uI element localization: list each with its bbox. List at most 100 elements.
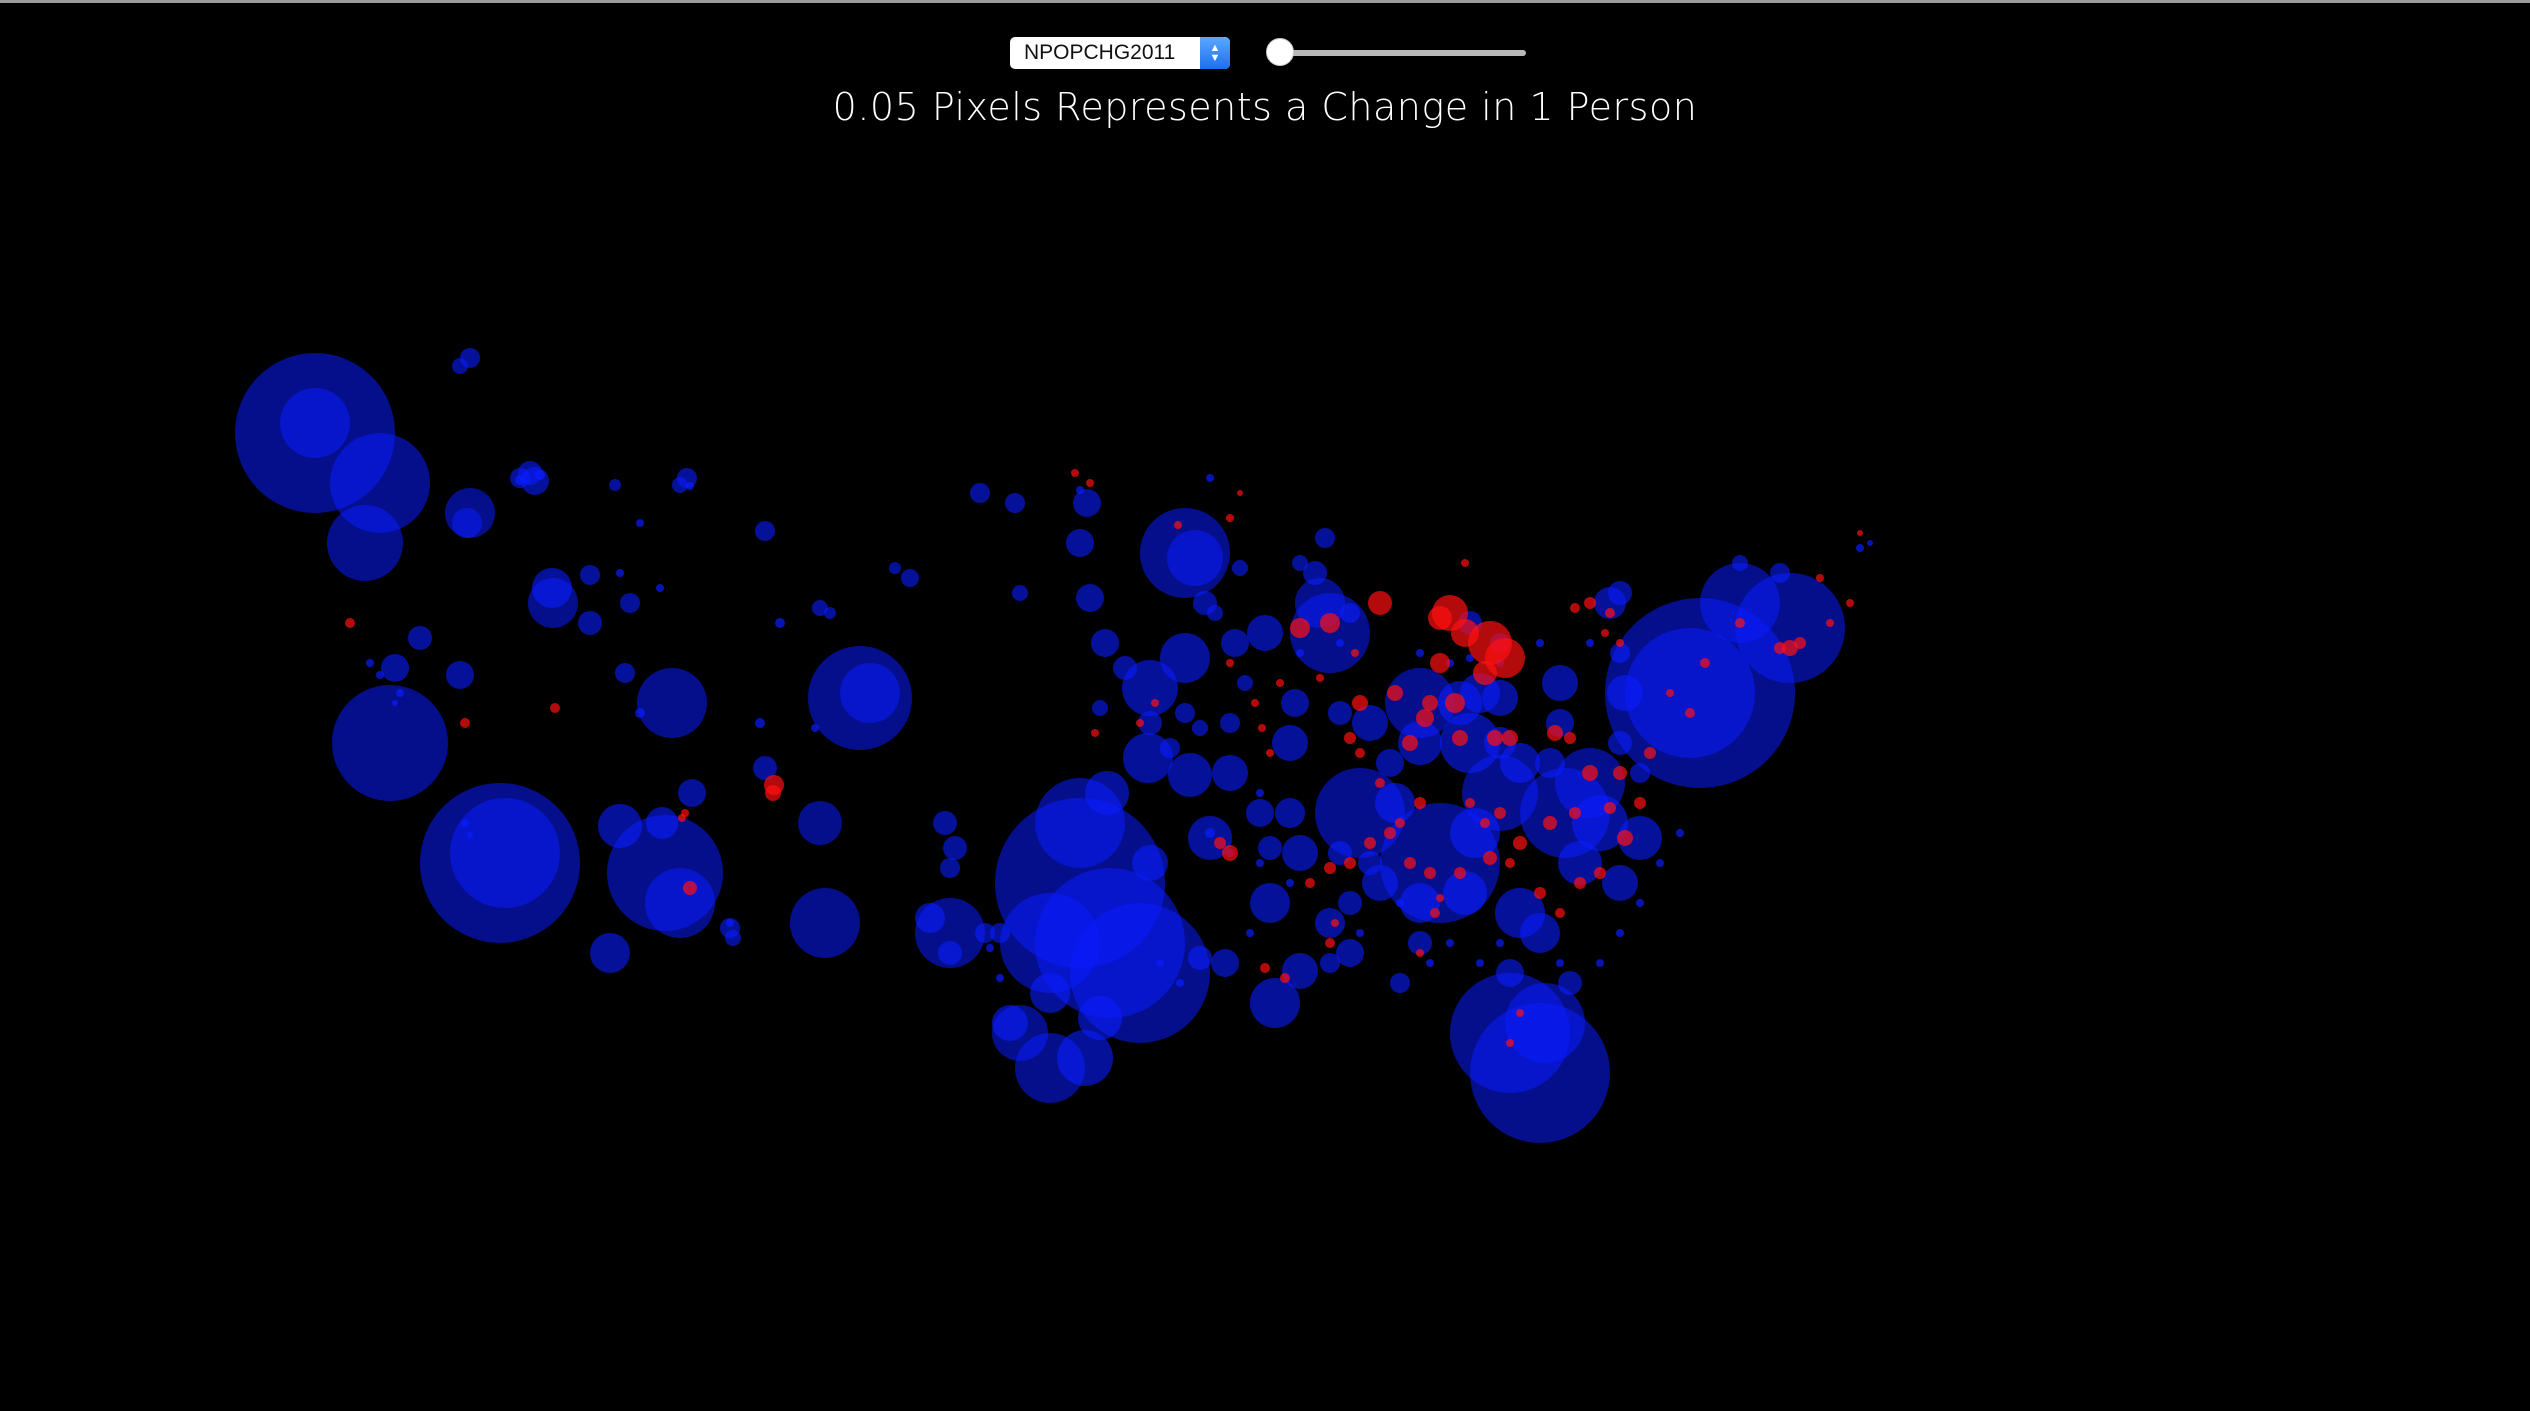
growth-bubble [1338,891,1362,915]
decline-bubble [1582,765,1598,781]
decline-bubble [345,618,355,628]
decline-bubble [1402,735,1418,751]
growth-bubble [1536,639,1544,647]
growth-bubble [686,482,694,490]
growth-bubble [1586,639,1594,647]
slider-thumb[interactable] [1266,38,1294,66]
growth-bubble [461,819,469,827]
growth-bubble [755,521,775,541]
growth-bubble [775,618,785,628]
decline-bubble [1416,949,1424,957]
growth-bubble [327,505,403,581]
growth-bubble [376,671,384,679]
growth-bubble [1656,859,1664,867]
decline-bubble [1516,1009,1524,1017]
growth-bubble [392,700,398,706]
growth-bubble [1496,939,1504,947]
decline-bubble [1384,827,1396,839]
growth-bubble [1426,959,1434,967]
growth-bubble [1167,530,1223,586]
growth-bubble [1336,639,1344,647]
growth-bubble [578,611,602,635]
growth-bubble [970,483,990,503]
decline-bubble [1086,479,1094,487]
growth-bubble [1520,913,1560,953]
year-slider[interactable] [1266,38,1526,68]
variable-select[interactable]: NPOPCHG2011 ▲ ▼ [1010,37,1230,69]
growth-bubble [1078,996,1122,1040]
growth-bubble [1408,931,1432,955]
decline-bubble [1091,729,1099,737]
growth-bubble [1232,560,1248,576]
growth-bubble [580,565,600,585]
growth-bubble [840,663,900,723]
growth-bubble [1281,689,1309,717]
growth-bubble [1396,899,1404,907]
growth-bubble [1206,474,1214,482]
growth-bubble [1256,789,1264,797]
growth-bubble [1556,959,1564,967]
growth-bubble [1250,883,1290,923]
growth-bubble [1092,700,1108,716]
decline-bubble [1569,807,1581,819]
decline-bubble [1324,862,1336,874]
growth-bubble [609,479,621,491]
decline-bubble [683,881,697,895]
growth-bubble [1602,865,1638,901]
growth-bubble [1610,643,1630,663]
growth-bubble [590,933,630,973]
growth-bubble [1188,946,1212,970]
growth-bubble [1076,486,1084,494]
growth-bubble [535,470,545,480]
decline-bubble [1502,730,1518,746]
decline-bubble [1290,618,1310,638]
decline-bubble [1735,618,1745,628]
growth-bubble [1320,953,1340,973]
growth-bubble [1286,879,1294,887]
decline-bubble [1174,521,1182,529]
decline-bubble [1375,778,1385,788]
growth-bubble [636,519,644,527]
growth-bubble [280,388,350,458]
decline-bubble [678,814,686,822]
growth-bubble [1676,829,1684,837]
decline-bubble [1451,619,1479,647]
growth-bubble [598,804,642,848]
decline-bubble [1344,857,1356,869]
growth-bubble [1076,584,1104,612]
decline-bubble [1276,679,1284,687]
growth-bubble [1256,859,1264,867]
growth-bubble [901,569,919,587]
growth-bubble [678,779,706,807]
decline-bubble [1794,637,1806,649]
decline-bubble [1344,732,1356,744]
decline-bubble [1574,877,1586,889]
decline-bubble [1666,689,1674,697]
growth-bubble [1443,871,1487,915]
decline-bubble [1430,908,1440,918]
decline-bubble [1487,730,1503,746]
growth-bubble [452,508,482,538]
growth-bubble [1636,899,1644,907]
growth-bubble [656,584,664,592]
growth-bubble [1352,705,1388,741]
decline-bubble [1465,798,1475,808]
growth-bubble [1608,581,1632,605]
decline-bubble [1414,797,1426,809]
growth-bubble [1057,1030,1113,1086]
growth-bubble [646,807,678,839]
growth-bubble [1005,493,1025,513]
growth-bubble [1496,959,1524,987]
decline-bubble [1316,674,1324,682]
variable-select-value: NPOPCHG2011 [1024,41,1176,64]
growth-bubble [1246,799,1274,827]
growth-bubble [615,663,635,683]
growth-bubble [1385,668,1455,738]
decline-bubble [1237,490,1243,496]
growth-bubble [1482,680,1518,716]
growth-bubble [1356,929,1364,937]
growth-bubble [790,888,860,958]
decline-bubble [1445,693,1465,713]
growth-bubble [1303,561,1327,585]
controls-bar: NPOPCHG2011 ▲ ▼ [1010,35,1526,71]
